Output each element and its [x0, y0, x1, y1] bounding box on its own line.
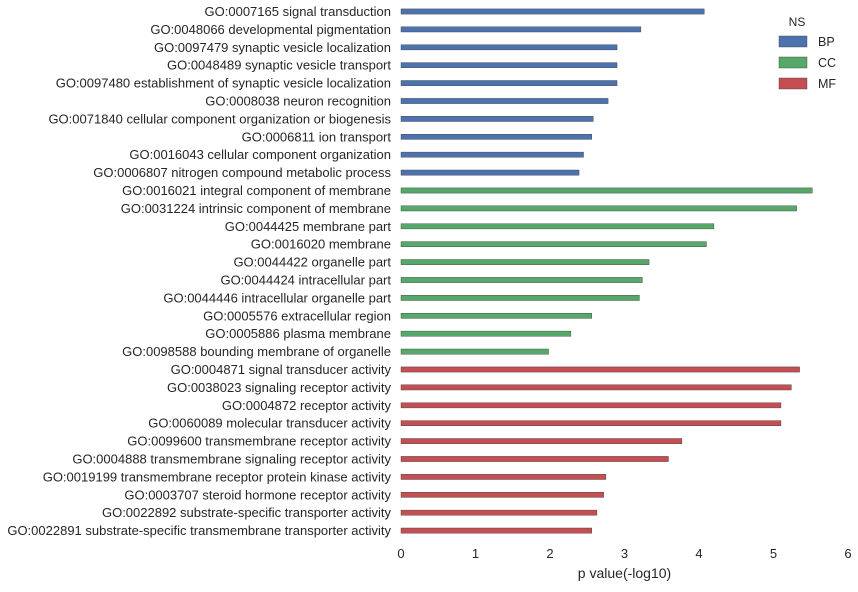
x-tick-label: 5 [770, 546, 777, 561]
bar-bp [400, 44, 618, 51]
category-label: GO:0044422 organelle part [233, 255, 391, 270]
bars-layer [400, 8, 813, 534]
bar-bp [400, 80, 618, 86]
x-tick-label: 3 [621, 546, 628, 561]
category-label: GO:0098588 bounding membrane of organell… [122, 344, 391, 359]
category-label: GO:0005886 plasma membrane [205, 326, 391, 341]
x-axis-title: p value(-log10) [578, 565, 671, 581]
legend-swatch-cc [778, 56, 808, 69]
bar-bp [400, 62, 618, 68]
category-label: GO:0003707 steroid hormone receptor acti… [124, 487, 391, 502]
category-label: GO:0008038 neuron recognition [205, 94, 391, 109]
x-tick-label: 1 [472, 546, 479, 561]
x-tick-label: 6 [844, 546, 851, 561]
bar-cc [400, 330, 572, 337]
bar-cc [400, 295, 640, 301]
category-label: GO:0007165 signal transduction [205, 4, 391, 19]
category-label: GO:0099600 transmembrane receptor activi… [127, 434, 391, 449]
bar-bp [400, 8, 705, 15]
bar-mf [400, 492, 604, 498]
bar-cc [400, 277, 643, 283]
category-label: GO:0006811 ion transport [242, 129, 392, 144]
category-label: GO:0038023 signaling receptor activity [167, 380, 392, 395]
category-label: GO:0097479 synaptic vesicle localization [154, 40, 391, 55]
category-label: GO:0019199 transmembrane receptor protei… [43, 469, 392, 484]
bar-mf [400, 456, 669, 462]
legend-swatch-mf [778, 77, 808, 90]
bar-bp [400, 116, 594, 122]
bar-bp [400, 133, 592, 140]
category-label: GO:0004888 transmembrane signaling recep… [72, 452, 391, 467]
category-labels: GO:0007165 signal transduction GO:0048066… [7, 4, 391, 538]
category-label: GO:0005576 extracellular region [203, 308, 391, 323]
category-label: GO:0048489 synaptic vesicle transport [167, 58, 391, 73]
category-label: GO:0016020 membrane [251, 237, 391, 252]
category-label: GO:0044424 intracellular part [220, 273, 391, 288]
bar-bp [400, 169, 580, 176]
category-label: GO:0016021 integral component of membran… [122, 183, 391, 198]
legend-title: NS [789, 15, 806, 29]
category-label: GO:0022892 substrate-specific transporte… [102, 505, 392, 520]
x-tick-label: 0 [397, 546, 404, 561]
bar-cc [400, 205, 797, 212]
bar-bp [400, 26, 642, 33]
bar-bp [400, 151, 584, 158]
legend-swatch-bp [778, 35, 808, 48]
bar-cc [400, 241, 707, 248]
x-tick-label: 2 [546, 546, 553, 561]
bar-cc [400, 259, 650, 265]
category-label: GO:0022891 substrate-specific transmembr… [7, 523, 391, 538]
bar-mf [400, 402, 782, 409]
x-tick-label: 4 [695, 546, 702, 561]
bar-mf [400, 527, 592, 534]
category-label: GO:0044425 membrane part [225, 219, 392, 234]
bar-cc [400, 348, 549, 355]
legend-entries: BP CC MF [778, 35, 836, 91]
category-label: GO:0006807 nitrogen compound metabolic p… [93, 165, 391, 180]
category-label: GO:0044446 intracellular organelle part [163, 290, 391, 305]
bar-mf [400, 384, 792, 391]
legend: NS BP CC MF [778, 15, 836, 91]
bar-cc [400, 223, 715, 230]
category-label: GO:0004871 signal transducer activity [171, 362, 392, 377]
legend-label-cc: CC [818, 56, 836, 70]
x-tick-labels: 0 1 2 3 4 5 6 [397, 546, 851, 561]
bar-mf [400, 474, 607, 480]
bar-mf [400, 438, 683, 444]
bar-bp [400, 98, 609, 104]
category-label: GO:0060089 molecular transducer activity [148, 416, 391, 431]
category-label: GO:0097480 establishment of synaptic ves… [56, 76, 391, 91]
category-label: GO:0004872 receptor activity [222, 398, 392, 413]
bar-mf [400, 366, 800, 373]
category-label: GO:0031224 intrinsic component of membra… [121, 201, 391, 216]
legend-label-bp: BP [818, 35, 835, 49]
bar-cc [400, 313, 592, 319]
bar-cc [400, 187, 813, 194]
category-label: GO:0048066 developmental pigmentation [150, 22, 391, 37]
bar-mf [400, 509, 598, 516]
bar-mf [400, 420, 782, 427]
legend-label-mf: MF [818, 77, 836, 91]
category-label: GO:0071840 cellular component organizati… [48, 111, 391, 126]
category-label: GO:0016043 cellular component organizati… [129, 147, 391, 162]
